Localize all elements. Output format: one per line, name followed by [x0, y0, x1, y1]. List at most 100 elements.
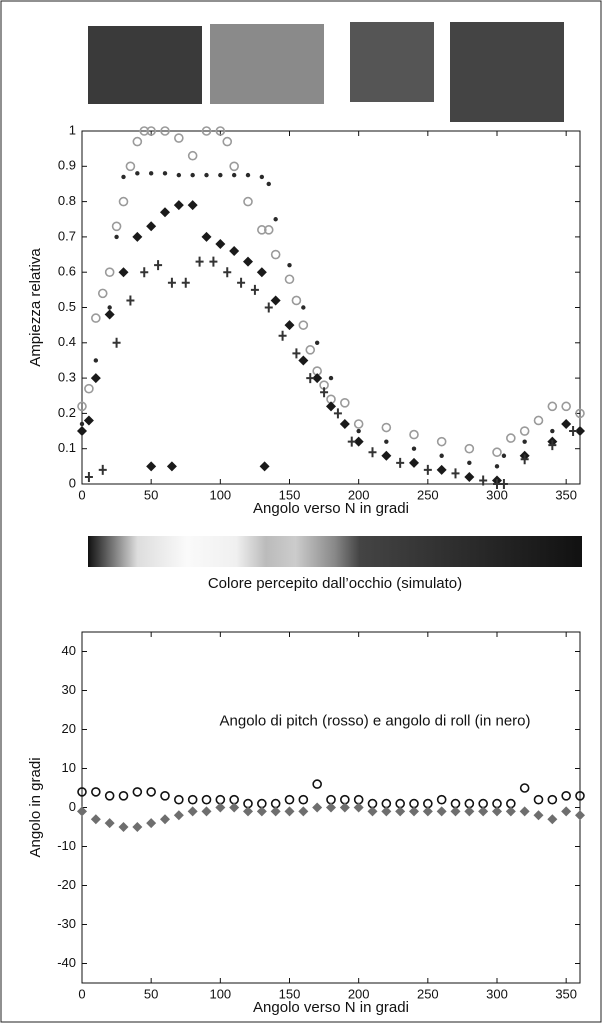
point — [270, 249, 281, 260]
point — [340, 398, 350, 408]
point — [561, 790, 571, 801]
x-axis-label: Angolo verso N in gradi — [253, 999, 409, 1016]
y-axis-label: Ampiezza relativa — [27, 248, 44, 367]
y-tick-label: 20 — [62, 721, 76, 736]
point — [548, 440, 557, 451]
point — [187, 806, 198, 817]
point — [506, 433, 516, 443]
point — [519, 426, 530, 436]
point — [522, 439, 527, 444]
point — [561, 806, 572, 817]
y-tick-label: 0 — [69, 475, 76, 490]
point — [195, 256, 204, 267]
point — [135, 171, 140, 176]
point — [464, 798, 475, 809]
point — [305, 345, 316, 355]
point — [77, 401, 87, 412]
x-tick-label: 100 — [209, 986, 231, 1001]
point — [173, 810, 184, 821]
y-tick-label: -20 — [57, 877, 76, 892]
point — [381, 450, 392, 461]
point — [83, 415, 94, 426]
point — [464, 443, 475, 454]
point — [298, 806, 309, 817]
point — [209, 256, 218, 267]
point — [140, 267, 149, 278]
point — [174, 794, 184, 805]
y-tick-label: 0.1 — [58, 440, 76, 455]
y-tick-label: -40 — [57, 955, 76, 970]
point — [160, 790, 170, 801]
point — [575, 426, 585, 437]
y-tick-label: 0.9 — [58, 158, 76, 173]
point — [84, 471, 93, 482]
x-tick-label: 50 — [144, 986, 158, 1001]
point — [533, 415, 544, 426]
point — [467, 460, 472, 466]
x-tick-label: 0 — [78, 487, 85, 502]
point — [381, 806, 392, 817]
point — [423, 464, 432, 475]
point — [333, 408, 342, 419]
point — [436, 464, 447, 475]
point — [314, 340, 320, 345]
point — [215, 802, 226, 813]
point — [575, 790, 585, 801]
point — [118, 822, 129, 832]
x-tick-label: 250 — [417, 487, 439, 502]
y-tick-label: 10 — [62, 760, 76, 775]
point — [301, 305, 306, 310]
point — [384, 439, 389, 444]
x-tick-label: 200 — [348, 986, 370, 1001]
point — [520, 454, 529, 465]
point — [561, 401, 571, 412]
point — [259, 461, 270, 472]
point — [250, 284, 259, 295]
point — [187, 150, 198, 161]
point — [436, 806, 447, 817]
point — [229, 246, 240, 257]
point — [422, 806, 433, 817]
point — [118, 196, 129, 207]
point — [292, 348, 301, 359]
point — [146, 818, 157, 829]
point — [381, 798, 392, 809]
point — [160, 207, 170, 218]
point — [284, 320, 295, 331]
point — [146, 221, 157, 232]
point — [270, 295, 281, 306]
y-tick-label: 30 — [62, 682, 76, 697]
point — [284, 274, 295, 285]
point — [107, 305, 112, 310]
point — [98, 464, 107, 475]
point — [533, 794, 544, 805]
x-tick-label: 150 — [279, 986, 301, 1001]
photo — [450, 22, 564, 122]
point — [450, 806, 461, 817]
point — [118, 790, 129, 801]
point — [264, 302, 273, 313]
color-bar — [88, 536, 582, 567]
x-tick-label: 0 — [78, 986, 85, 1001]
point — [104, 267, 115, 278]
point — [229, 161, 239, 172]
point — [90, 373, 101, 384]
x-tick-label: 350 — [555, 487, 577, 502]
point — [201, 806, 212, 817]
x-tick-label: 300 — [486, 986, 508, 1001]
point — [273, 217, 278, 222]
point — [93, 358, 99, 363]
point — [84, 383, 94, 394]
point — [353, 802, 364, 813]
y-tick-label: 0.5 — [58, 299, 76, 314]
point — [79, 421, 85, 427]
plot-area — [81, 130, 581, 485]
point — [176, 172, 182, 178]
y-tick-label: -10 — [57, 838, 76, 853]
point — [77, 787, 87, 797]
point — [111, 221, 122, 232]
point — [339, 802, 350, 813]
x-tick-label: 250 — [417, 986, 439, 1001]
point — [478, 806, 489, 817]
point — [493, 479, 501, 489]
